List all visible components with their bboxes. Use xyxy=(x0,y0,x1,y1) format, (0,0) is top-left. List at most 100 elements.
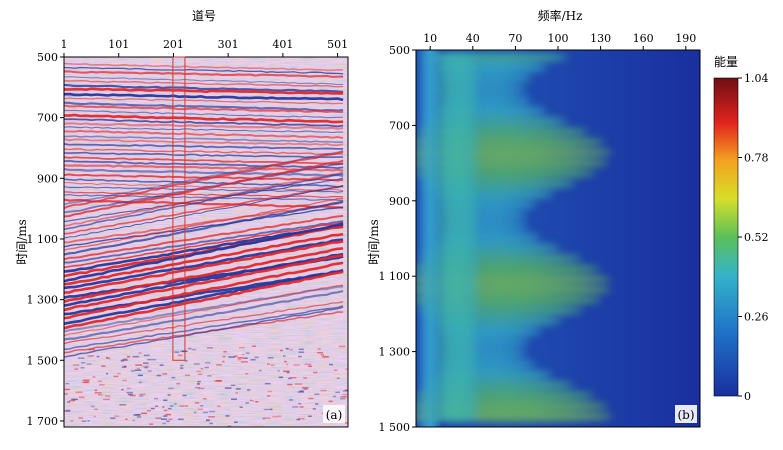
panel-b-hotspot-core xyxy=(0,0,13,7)
panel-a-noise xyxy=(99,384,105,386)
panel-a-noise xyxy=(234,355,238,357)
panel-b-hotspot-mid xyxy=(0,0,22,12)
panel-a-noise xyxy=(298,351,305,353)
panel-a-reflector xyxy=(64,238,344,290)
panel-a-noise xyxy=(136,368,140,370)
panel-a-noise xyxy=(206,419,210,422)
panel-a-noise xyxy=(346,389,348,392)
panel-a-reflector xyxy=(64,220,344,264)
panel-a-noise xyxy=(245,402,249,404)
panel-a-reflector xyxy=(64,269,344,325)
panel-a-noise xyxy=(223,351,227,353)
panel-a-noise xyxy=(320,389,327,392)
panel-b-energy-band xyxy=(433,93,479,106)
panel-a-noise xyxy=(247,389,251,391)
panel-a-noise xyxy=(91,355,95,357)
panel-a-noise xyxy=(227,425,232,427)
panel-a-noise xyxy=(92,376,96,378)
panel-a-noise xyxy=(194,402,200,404)
panel-a-noise xyxy=(143,354,150,357)
panel-b-energy-band xyxy=(433,368,479,381)
panel-a-noise xyxy=(77,357,85,359)
panel-b-energy-band xyxy=(433,325,479,339)
panel-a-noise xyxy=(208,416,215,418)
panel-a-noise xyxy=(87,355,93,357)
panel-b-hotspot-core xyxy=(0,0,13,7)
panel-a-reflector xyxy=(64,301,344,345)
panel-a-noise xyxy=(70,420,74,422)
panel-a-noise xyxy=(283,370,290,373)
panel-a-noise xyxy=(78,396,85,399)
panel-b-title: 频率/Hz xyxy=(538,8,583,23)
panel-a-noise xyxy=(126,356,131,358)
panel-a-noise xyxy=(205,362,211,364)
panel-a-noise xyxy=(69,400,75,402)
panel-a-noise xyxy=(87,420,90,422)
panel-b-energy-band xyxy=(433,252,479,265)
panel-a-noise xyxy=(64,388,70,391)
panel-a-noise xyxy=(335,391,340,394)
panel-a-reflector xyxy=(64,232,344,286)
panel-a-noise xyxy=(245,373,249,375)
panel-a-reflector xyxy=(64,97,344,105)
panel-a-noise xyxy=(286,371,290,374)
panel-a-noise xyxy=(194,386,201,389)
panel-b-label-bg xyxy=(675,405,697,423)
panel-a-noise xyxy=(289,377,297,379)
panel-a-noise xyxy=(82,379,90,381)
panel-a-noise xyxy=(135,413,141,416)
panel-a-y-ticks: 500 700 900 1 100 1 300 1 500 1 700 xyxy=(27,51,64,428)
panel-b-energy-band xyxy=(433,114,479,127)
panel-a-noise xyxy=(75,391,83,393)
panel-a-noise xyxy=(320,354,324,356)
panel-b-x-tick-label: 130 xyxy=(590,32,611,45)
panel-a-noise xyxy=(142,365,150,368)
panel-a-noise xyxy=(136,416,142,418)
panel-a-noise xyxy=(165,413,172,416)
panel-b-energy-band xyxy=(433,273,479,286)
panel-a-reflector xyxy=(64,156,344,166)
panel-a-reflector xyxy=(64,185,344,239)
panel-a-noise xyxy=(121,388,124,391)
panel-a-noise xyxy=(184,360,188,362)
panel-b-energy-band xyxy=(433,104,479,117)
panel-b-energy-band xyxy=(433,178,479,191)
panel-b-y-tick-label: 1 100 xyxy=(379,270,411,283)
panel-b-energy-band xyxy=(433,135,479,149)
panel-b-energy xyxy=(0,0,613,427)
panel-a-noise xyxy=(162,406,165,408)
colorbar-bar xyxy=(713,77,739,397)
panel-a-x-tick-label: 101 xyxy=(108,38,129,51)
panel-a-noise xyxy=(328,400,333,403)
panel-b-energy-band xyxy=(433,294,479,307)
panel-a-noise xyxy=(163,399,168,401)
panel-a-noise xyxy=(197,408,204,411)
panel-a-noise xyxy=(161,418,168,420)
panel-a-noise xyxy=(263,408,269,411)
panel-a-noise xyxy=(200,367,204,370)
panel-a-noise xyxy=(304,377,308,379)
panel-a-reflector xyxy=(64,76,344,86)
panel-a-noise xyxy=(308,415,312,417)
panel-a-reflector xyxy=(64,151,344,210)
panel-a-noise xyxy=(81,362,86,364)
panel-b-hotspot-mid xyxy=(0,0,22,12)
panel-b-energy-band xyxy=(433,230,479,244)
panel-a-reflector xyxy=(64,173,344,231)
panel-a-reflector xyxy=(64,222,344,283)
panel-a-noise xyxy=(304,363,312,366)
panel-a-noise xyxy=(267,390,273,393)
panel-b-hotspot-mid xyxy=(0,0,22,12)
panel-a-reflector xyxy=(64,270,344,330)
panel-a-reflector xyxy=(64,148,344,155)
panel-b-hotspot-mid xyxy=(0,0,22,12)
panel-a-noise xyxy=(254,356,259,359)
panel-a-noise xyxy=(133,414,141,416)
panel-a-reflector xyxy=(64,247,344,304)
panel-a-noise xyxy=(113,375,119,378)
panel-a-noise xyxy=(149,358,156,361)
panel-a-noise xyxy=(122,358,128,361)
panel-a-noise xyxy=(292,406,299,408)
panel-a-noise xyxy=(289,348,293,351)
panel-a-noise xyxy=(207,375,212,377)
